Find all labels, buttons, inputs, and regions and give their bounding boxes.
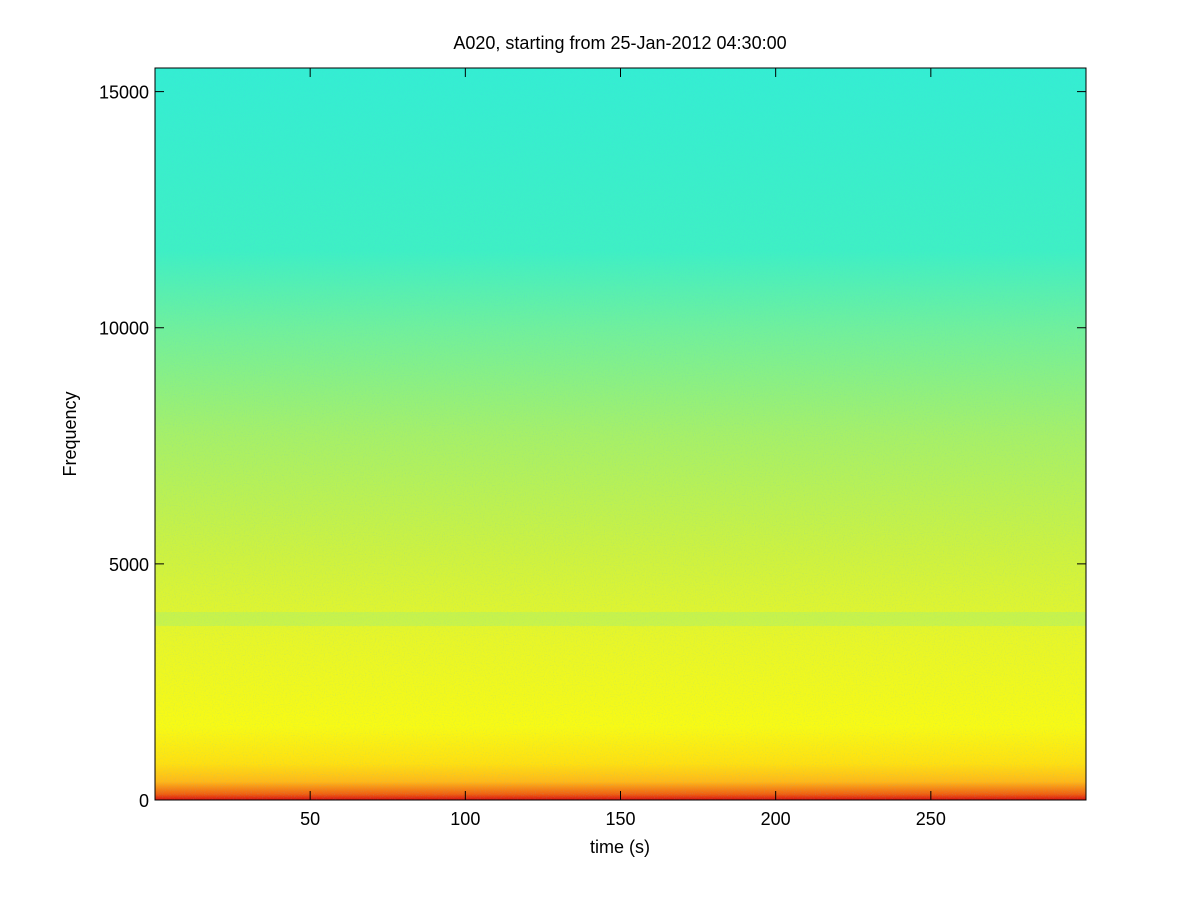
y-tick-label: 5000: [109, 555, 149, 575]
spectrogram-texture: [155, 68, 1086, 800]
spectrogram-band: [155, 612, 1086, 626]
x-tick-label: 100: [450, 809, 480, 829]
x-tick-label: 200: [761, 809, 791, 829]
x-tick-label: 250: [916, 809, 946, 829]
x-axis-label: time (s): [590, 837, 650, 857]
y-axis-label: Frequency: [60, 391, 80, 476]
y-tick-label: 10000: [99, 319, 149, 339]
y-tick-label: 15000: [99, 83, 149, 103]
y-tick-label: 0: [139, 791, 149, 811]
chart-title: A020, starting from 25-Jan-2012 04:30:00: [453, 33, 786, 53]
x-tick-label: 150: [605, 809, 635, 829]
plot-area: [154, 67, 1087, 801]
x-tick-label: 50: [300, 809, 320, 829]
